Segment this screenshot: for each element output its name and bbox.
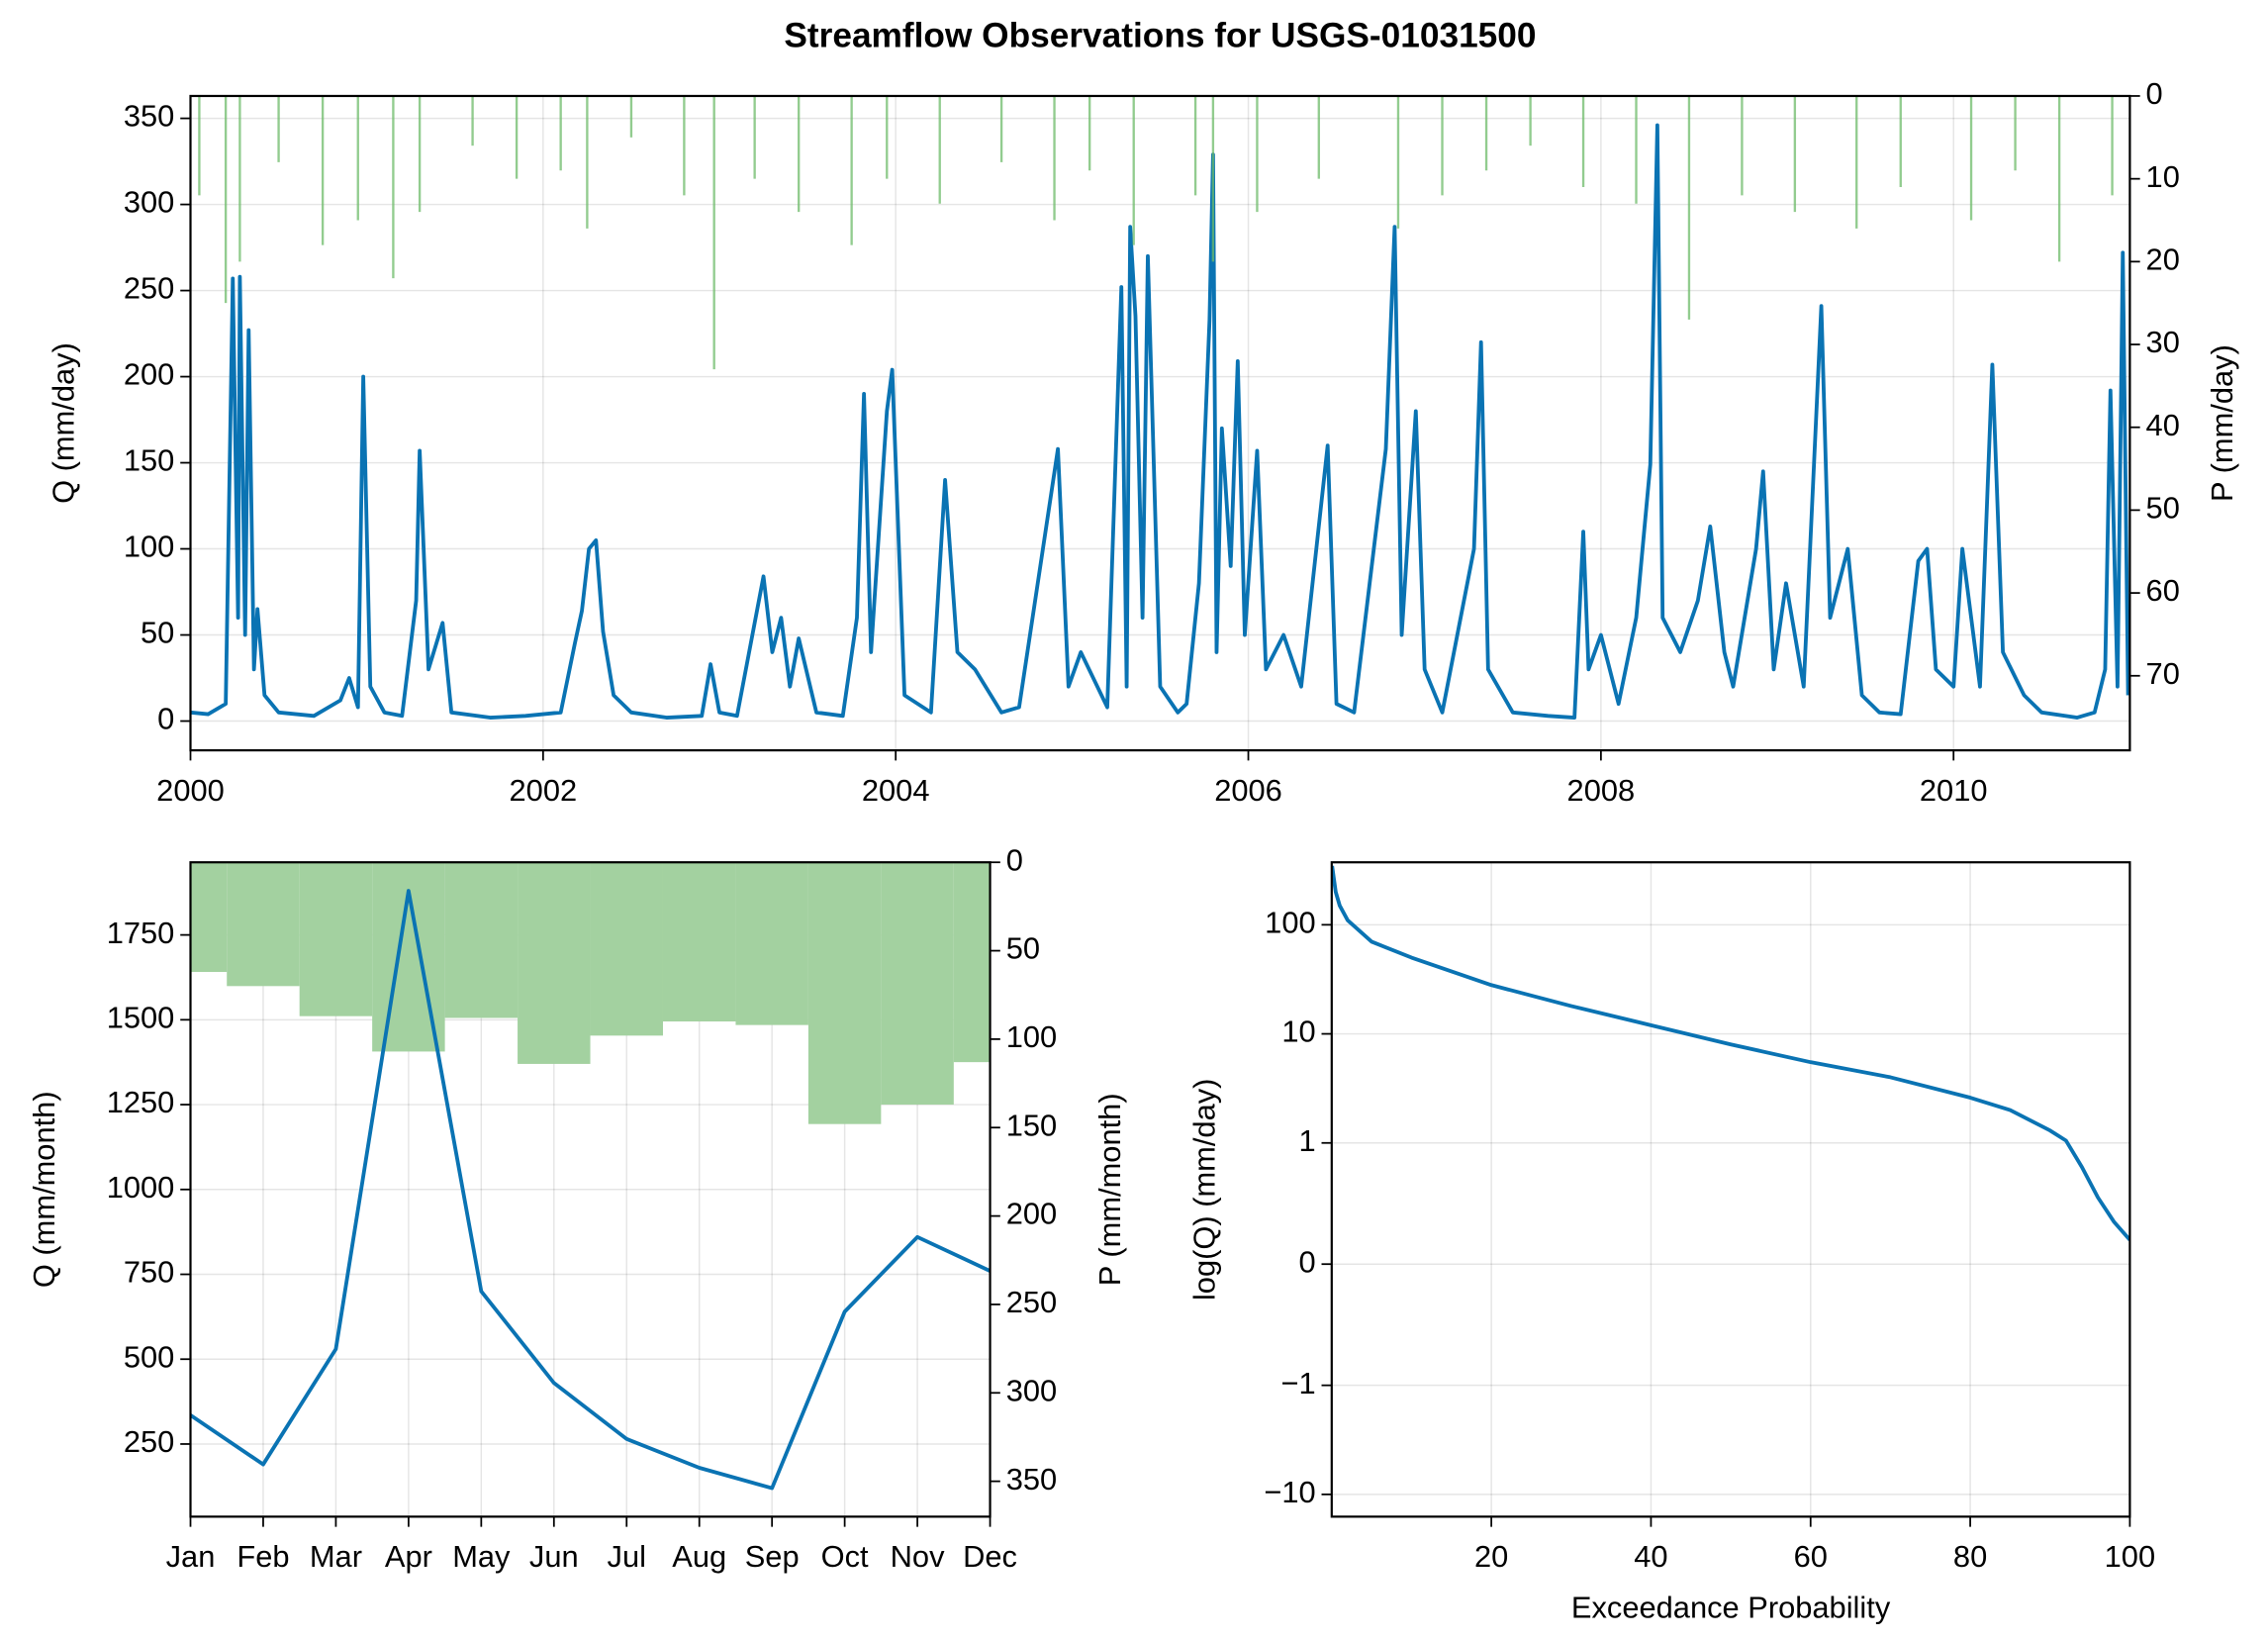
y-tick-label: 0 <box>157 702 174 736</box>
y2-tick-label: 250 <box>1006 1285 1057 1319</box>
y-tick-label: 100 <box>1265 906 1315 940</box>
precip-bar <box>518 862 591 1064</box>
y2-axis-label: P (mm/day) <box>2205 344 2239 502</box>
y2-tick-label: 10 <box>2146 159 2180 194</box>
x-tick-label: 40 <box>1634 1539 1667 1574</box>
x-tick-label: Apr <box>385 1539 432 1574</box>
precip-bar <box>227 862 300 987</box>
subplot: 250 500 750 1000 1250 1500 1750 0 50 100 150 200 250… <box>27 842 1127 1574</box>
x-tick-label: Jan <box>166 1539 216 1574</box>
y2-axis-label: P (mm/month) <box>1092 1093 1127 1286</box>
y-tick-label: −10 <box>1264 1475 1315 1509</box>
x-tick-label: 80 <box>1953 1539 1987 1574</box>
x-tick-label: 60 <box>1794 1539 1828 1574</box>
y-axis-label: Q (mm/month) <box>27 1091 61 1288</box>
x-tick-label: 2004 <box>862 773 930 808</box>
precip-bar <box>807 862 882 1124</box>
y-tick-label: 1750 <box>107 916 175 950</box>
y2-tick-label: 50 <box>1006 931 1040 966</box>
x-tick-label: 2002 <box>510 773 578 808</box>
y2-tick-label: 70 <box>2146 656 2180 691</box>
y-tick-label: 100 <box>124 530 174 564</box>
x-tick-label: 2010 <box>1920 773 1988 808</box>
y-axis-label: log(Q) (mm/day) <box>1187 1079 1222 1302</box>
y-tick-label: −1 <box>1280 1366 1315 1401</box>
y2-tick-label: 0 <box>2146 76 2163 111</box>
y2-tick-label: 200 <box>1006 1197 1057 1231</box>
y-tick-label: 350 <box>124 99 174 134</box>
y-tick-label: 1000 <box>107 1170 175 1205</box>
y-tick-label: 1 <box>1298 1123 1315 1158</box>
precip-bar <box>881 862 954 1106</box>
plot-area <box>190 862 991 1491</box>
plot-area <box>190 95 2130 720</box>
x-tick-label: 2008 <box>1567 773 1636 808</box>
x-tick-label: Nov <box>891 1539 945 1574</box>
flow-line <box>190 123 2130 720</box>
x-axis-label: Exceedance Probability <box>1571 1591 1891 1625</box>
plot-frame <box>1330 861 2131 1518</box>
y2-tick-label: 50 <box>2146 491 2180 526</box>
precip-bar <box>953 862 991 1063</box>
y-tick-label: 0 <box>1298 1244 1315 1279</box>
y2-tick-label: 60 <box>2146 573 2180 608</box>
x-tick-label: Mar <box>310 1539 362 1574</box>
x-tick-label: 2006 <box>1214 773 1282 808</box>
x-tick-label: 2000 <box>156 773 225 808</box>
precip-bar <box>444 862 519 1018</box>
x-tick-label: Jul <box>608 1539 646 1574</box>
y-tick-label: 250 <box>124 1424 174 1459</box>
y2-tick-label: 150 <box>1006 1108 1057 1142</box>
x-tick-label: Oct <box>821 1539 869 1574</box>
precip-bar <box>662 862 736 1022</box>
y-axis-label: Q (mm/day) <box>46 342 80 504</box>
y2-tick-label: 100 <box>1006 1019 1057 1054</box>
y2-tick-label: 40 <box>2146 408 2180 442</box>
y2-tick-label: 20 <box>2146 241 2180 276</box>
precip-bar <box>735 862 808 1025</box>
x-tick-label: Sep <box>745 1539 800 1574</box>
y-tick-label: 10 <box>1281 1014 1315 1049</box>
subplot: 0 50 100 150 200 250 300 350 0 10 20 30 40 50 60 70 2000… <box>46 76 2239 808</box>
precip-bar <box>190 862 228 973</box>
y-tick-label: 500 <box>124 1339 174 1374</box>
precip-bar <box>299 862 373 1016</box>
y-tick-label: 150 <box>124 443 174 478</box>
y-tick-label: 1500 <box>107 1000 175 1034</box>
plot-area <box>1331 865 2130 1241</box>
x-tick-label: Dec <box>963 1539 1017 1574</box>
y-tick-label: 250 <box>124 271 174 306</box>
y2-tick-label: 30 <box>2146 325 2180 359</box>
y2-tick-label: 0 <box>1006 842 1023 877</box>
y2-tick-label: 300 <box>1006 1373 1057 1407</box>
y-tick-label: 300 <box>124 185 174 220</box>
plot-frame <box>189 94 2131 752</box>
x-tick-label: Feb <box>236 1539 289 1574</box>
chart-title: Streamflow Observations for USGS-0103150… <box>784 17 1536 55</box>
y-tick-label: 1250 <box>107 1085 175 1119</box>
y-tick-label: 50 <box>141 616 174 650</box>
flow-line <box>190 889 991 1491</box>
x-tick-label: Jun <box>529 1539 579 1574</box>
x-tick-label: 100 <box>2105 1539 2155 1574</box>
x-tick-label: May <box>452 1539 511 1574</box>
y2-tick-label: 350 <box>1006 1462 1057 1497</box>
y-tick-label: 750 <box>124 1255 174 1290</box>
plot-frame <box>189 861 992 1518</box>
flow-line <box>1331 865 2130 1241</box>
x-tick-label: Aug <box>672 1539 726 1574</box>
y-tick-label: 200 <box>124 357 174 392</box>
precip-bar <box>590 862 663 1036</box>
x-tick-label: 20 <box>1474 1539 1508 1574</box>
